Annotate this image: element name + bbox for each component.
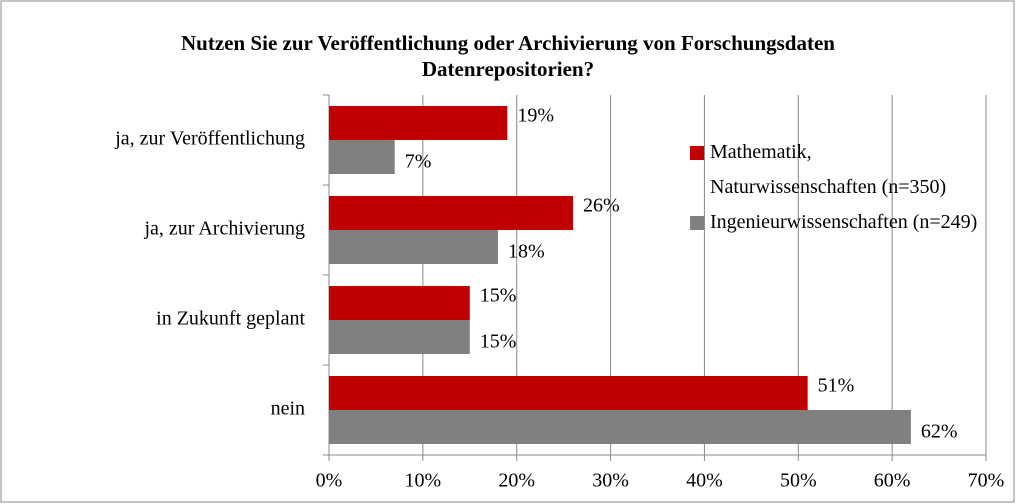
legend: Mathematik, Naturwissenschaften (n=350) I… bbox=[690, 135, 1000, 240]
legend-item: Mathematik, Naturwissenschaften (n=350) bbox=[690, 135, 1000, 205]
x-tick-label: 60% bbox=[874, 470, 911, 492]
data-label: 19% bbox=[517, 105, 554, 127]
bar bbox=[329, 196, 574, 230]
bar bbox=[329, 376, 808, 410]
legend-swatch bbox=[690, 216, 704, 230]
y-tick-label: ja, zur Veröffentlichung bbox=[114, 128, 305, 150]
data-label: 7% bbox=[405, 151, 432, 173]
y-tick-label: nein bbox=[271, 398, 305, 420]
x-tick-label: 30% bbox=[592, 470, 629, 492]
bar bbox=[329, 410, 911, 444]
bar bbox=[329, 286, 470, 320]
bar bbox=[329, 230, 498, 264]
data-label: 18% bbox=[508, 241, 545, 263]
data-label: 15% bbox=[480, 331, 517, 353]
x-tick-label: 10% bbox=[405, 470, 442, 492]
legend-swatch bbox=[690, 146, 704, 160]
x-tick-label: 0% bbox=[316, 470, 343, 492]
data-label: 51% bbox=[818, 375, 855, 397]
x-tick-label: 50% bbox=[780, 470, 817, 492]
bar bbox=[329, 140, 395, 174]
x-tick-label: 40% bbox=[686, 470, 723, 492]
bar bbox=[329, 106, 508, 140]
data-label: 26% bbox=[583, 195, 620, 217]
chart-title: Nutzen Sie zur Veröffentlichung oder Arc… bbox=[181, 31, 835, 81]
y-tick-label: in Zukunft geplant bbox=[156, 308, 305, 330]
data-label: 62% bbox=[921, 421, 958, 443]
legend-label: Mathematik, Naturwissenschaften (n=350) bbox=[710, 141, 947, 198]
data-label: 15% bbox=[480, 285, 517, 307]
bar bbox=[329, 320, 470, 354]
legend-item: Ingenieurwissenschaften (n=249) bbox=[690, 205, 1000, 240]
y-tick-label: ja, zur Archivierung bbox=[144, 218, 306, 240]
x-tick-label: 20% bbox=[498, 470, 535, 492]
legend-label: Ingenieurwissenschaften (n=249) bbox=[710, 211, 978, 233]
x-tick-label: 70% bbox=[968, 470, 1005, 492]
